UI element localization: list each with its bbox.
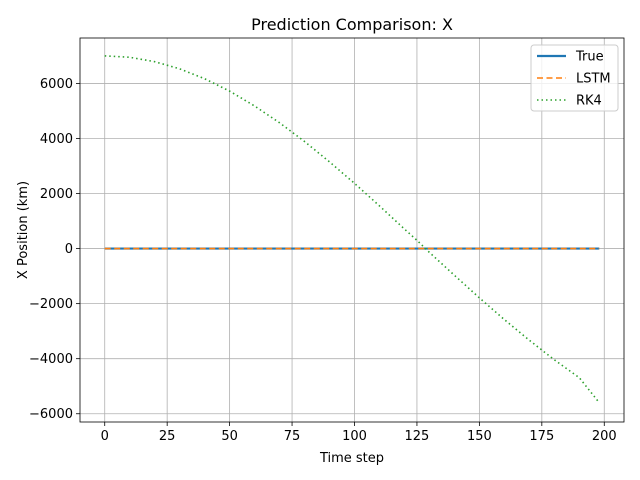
x-axis: 0 25 50 75 100 125 150 175 200 bbox=[101, 422, 617, 444]
y-tick-label: 4000 bbox=[40, 132, 73, 147]
y-axis: −6000 −4000 −2000 0 2000 4000 6000 bbox=[29, 77, 80, 422]
x-tick-label: 175 bbox=[529, 429, 554, 444]
y-tick-label: −6000 bbox=[29, 407, 73, 422]
legend-box bbox=[530, 44, 619, 112]
y-tick-label: 0 bbox=[65, 242, 73, 257]
legend: True LSTM RK4 bbox=[530, 44, 619, 112]
series-line-rk4 bbox=[104, 55, 600, 404]
x-tick-label: 25 bbox=[159, 429, 176, 444]
y-tick-label: −4000 bbox=[29, 352, 73, 367]
x-tick-label: 75 bbox=[284, 429, 301, 444]
x-axis-label: Time step bbox=[319, 451, 384, 466]
chart-title: Prediction Comparison: X bbox=[251, 15, 453, 34]
x-tick-label: 100 bbox=[342, 429, 367, 444]
legend-label-true: True bbox=[575, 50, 604, 65]
x-tick-label: 125 bbox=[405, 429, 430, 444]
x-tick-label: 150 bbox=[467, 429, 492, 444]
y-axis-label: X Position (km) bbox=[16, 181, 31, 279]
x-tick-label: 50 bbox=[221, 429, 238, 444]
y-tick-label: 2000 bbox=[40, 187, 73, 202]
x-tick-label: 200 bbox=[592, 429, 617, 444]
legend-label-lstm: LSTM bbox=[576, 72, 611, 87]
plot-frame bbox=[79, 37, 625, 423]
x-tick-label: 0 bbox=[101, 429, 109, 444]
y-tick-label: 6000 bbox=[40, 77, 73, 92]
legend-label-rk4: RK4 bbox=[576, 94, 602, 109]
y-tick-label: −2000 bbox=[29, 297, 73, 312]
series-layer bbox=[104, 55, 600, 404]
